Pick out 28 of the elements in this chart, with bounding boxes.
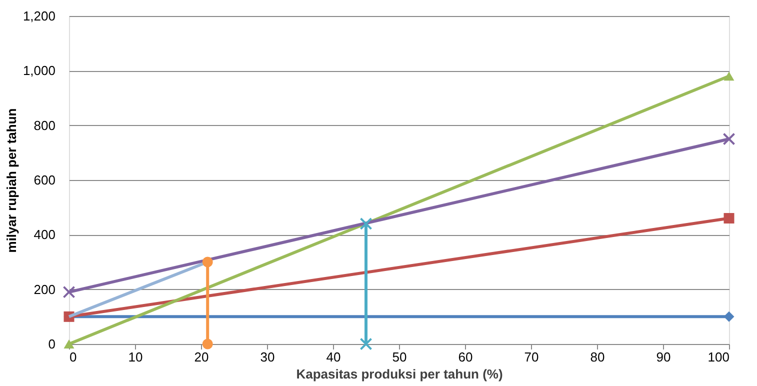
y-tick-label: 400 xyxy=(34,227,56,242)
point xyxy=(360,338,372,350)
x-tick-label: 30 xyxy=(260,350,275,364)
point xyxy=(62,286,76,298)
point xyxy=(360,217,372,230)
x-tick-label: 70 xyxy=(524,350,539,364)
x-tick-label: 90 xyxy=(656,350,671,364)
y-tick-label: 1,200 xyxy=(22,8,56,24)
point xyxy=(202,338,213,350)
x-axis-title: Kapasitas produksi per tahun (%) xyxy=(296,366,503,382)
y-tick-label: 800 xyxy=(34,118,56,133)
point xyxy=(724,311,734,322)
y-tick-label: 600 xyxy=(34,172,56,188)
y-tick-label: 1,000 xyxy=(22,63,56,78)
point xyxy=(202,256,213,268)
x-tick-label: 0 xyxy=(70,350,77,364)
x-tick-label: 40 xyxy=(326,350,341,364)
point xyxy=(722,132,736,146)
x-tick-label: 80 xyxy=(590,350,605,364)
point xyxy=(724,213,734,224)
y-tick-label: 200 xyxy=(34,282,56,297)
x-tick-label: 20 xyxy=(194,350,209,364)
y-axis-title: milyar rupiah per tahun xyxy=(4,108,19,253)
x-tick-label: 60 xyxy=(458,350,473,364)
x-tick-label: 50 xyxy=(392,350,407,364)
x-tick-label: 10 xyxy=(128,350,143,364)
y-tick-label: 0 xyxy=(48,336,56,352)
x-tick-label: 100 xyxy=(708,350,730,364)
